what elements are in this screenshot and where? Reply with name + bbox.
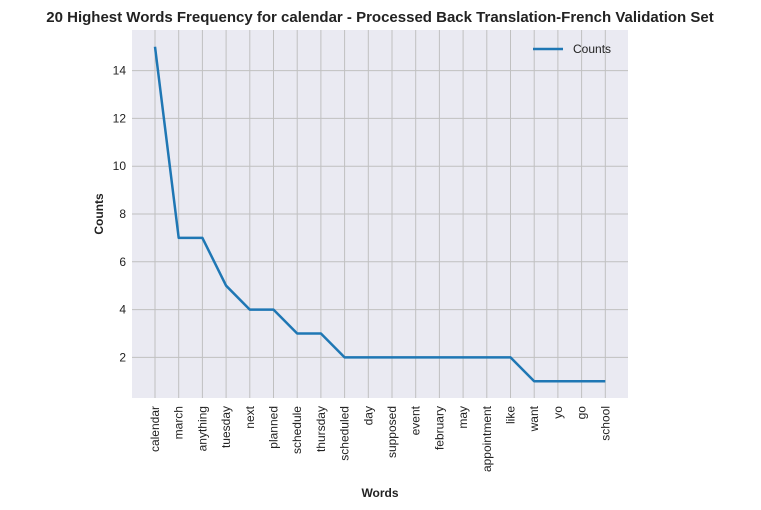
y-tick-label: 14	[113, 64, 127, 78]
x-tick-label: supposed	[385, 406, 399, 458]
x-tick-label: appointment	[480, 405, 494, 472]
x-tick-label: want	[527, 405, 541, 432]
x-tick-label: march	[172, 406, 186, 439]
x-tick-label: february	[432, 406, 446, 450]
x-tick-label: like	[504, 406, 518, 424]
x-tick-label: may	[456, 406, 470, 429]
x-tick-label: day	[361, 406, 375, 425]
y-tick-label: 6	[119, 255, 126, 269]
y-tick-label: 12	[113, 111, 127, 125]
legend: Counts	[533, 42, 611, 56]
x-tick-label: next	[243, 405, 257, 428]
series-line-counts	[153, 46, 606, 383]
x-tick-label: thursday	[314, 406, 328, 452]
y-axis-label: Counts	[92, 193, 106, 235]
y-tick-label: 4	[119, 303, 126, 317]
x-tick-label: tuesday	[219, 406, 233, 448]
y-tick-label: 8	[119, 207, 126, 221]
x-tick-label: calendar	[148, 406, 162, 452]
x-tick-label: go	[575, 406, 589, 420]
chart-title: 20 Highest Words Frequency for calendar …	[46, 9, 713, 26]
series-group	[153, 46, 606, 383]
x-tick-label: school	[598, 406, 612, 441]
x-axis-label: Words	[361, 486, 398, 500]
y-tick-labels: 2 4 6 8 10 12 14	[113, 64, 127, 365]
x-tick-label: schedule	[290, 406, 304, 454]
y-tick-label: 10	[113, 159, 127, 173]
legend-label-counts: Counts	[573, 42, 611, 56]
y-tick-label: 2	[119, 350, 126, 364]
x-tick-label: scheduled	[338, 406, 352, 461]
x-tick-label: event	[409, 405, 423, 435]
grid-lines	[132, 30, 628, 398]
x-tick-labels: calendar march anything tuesday next planned s…	[148, 405, 612, 472]
x-tick-label: planned	[267, 406, 281, 449]
x-tick-label: yo	[551, 406, 565, 419]
x-tick-label: anything	[195, 406, 209, 451]
